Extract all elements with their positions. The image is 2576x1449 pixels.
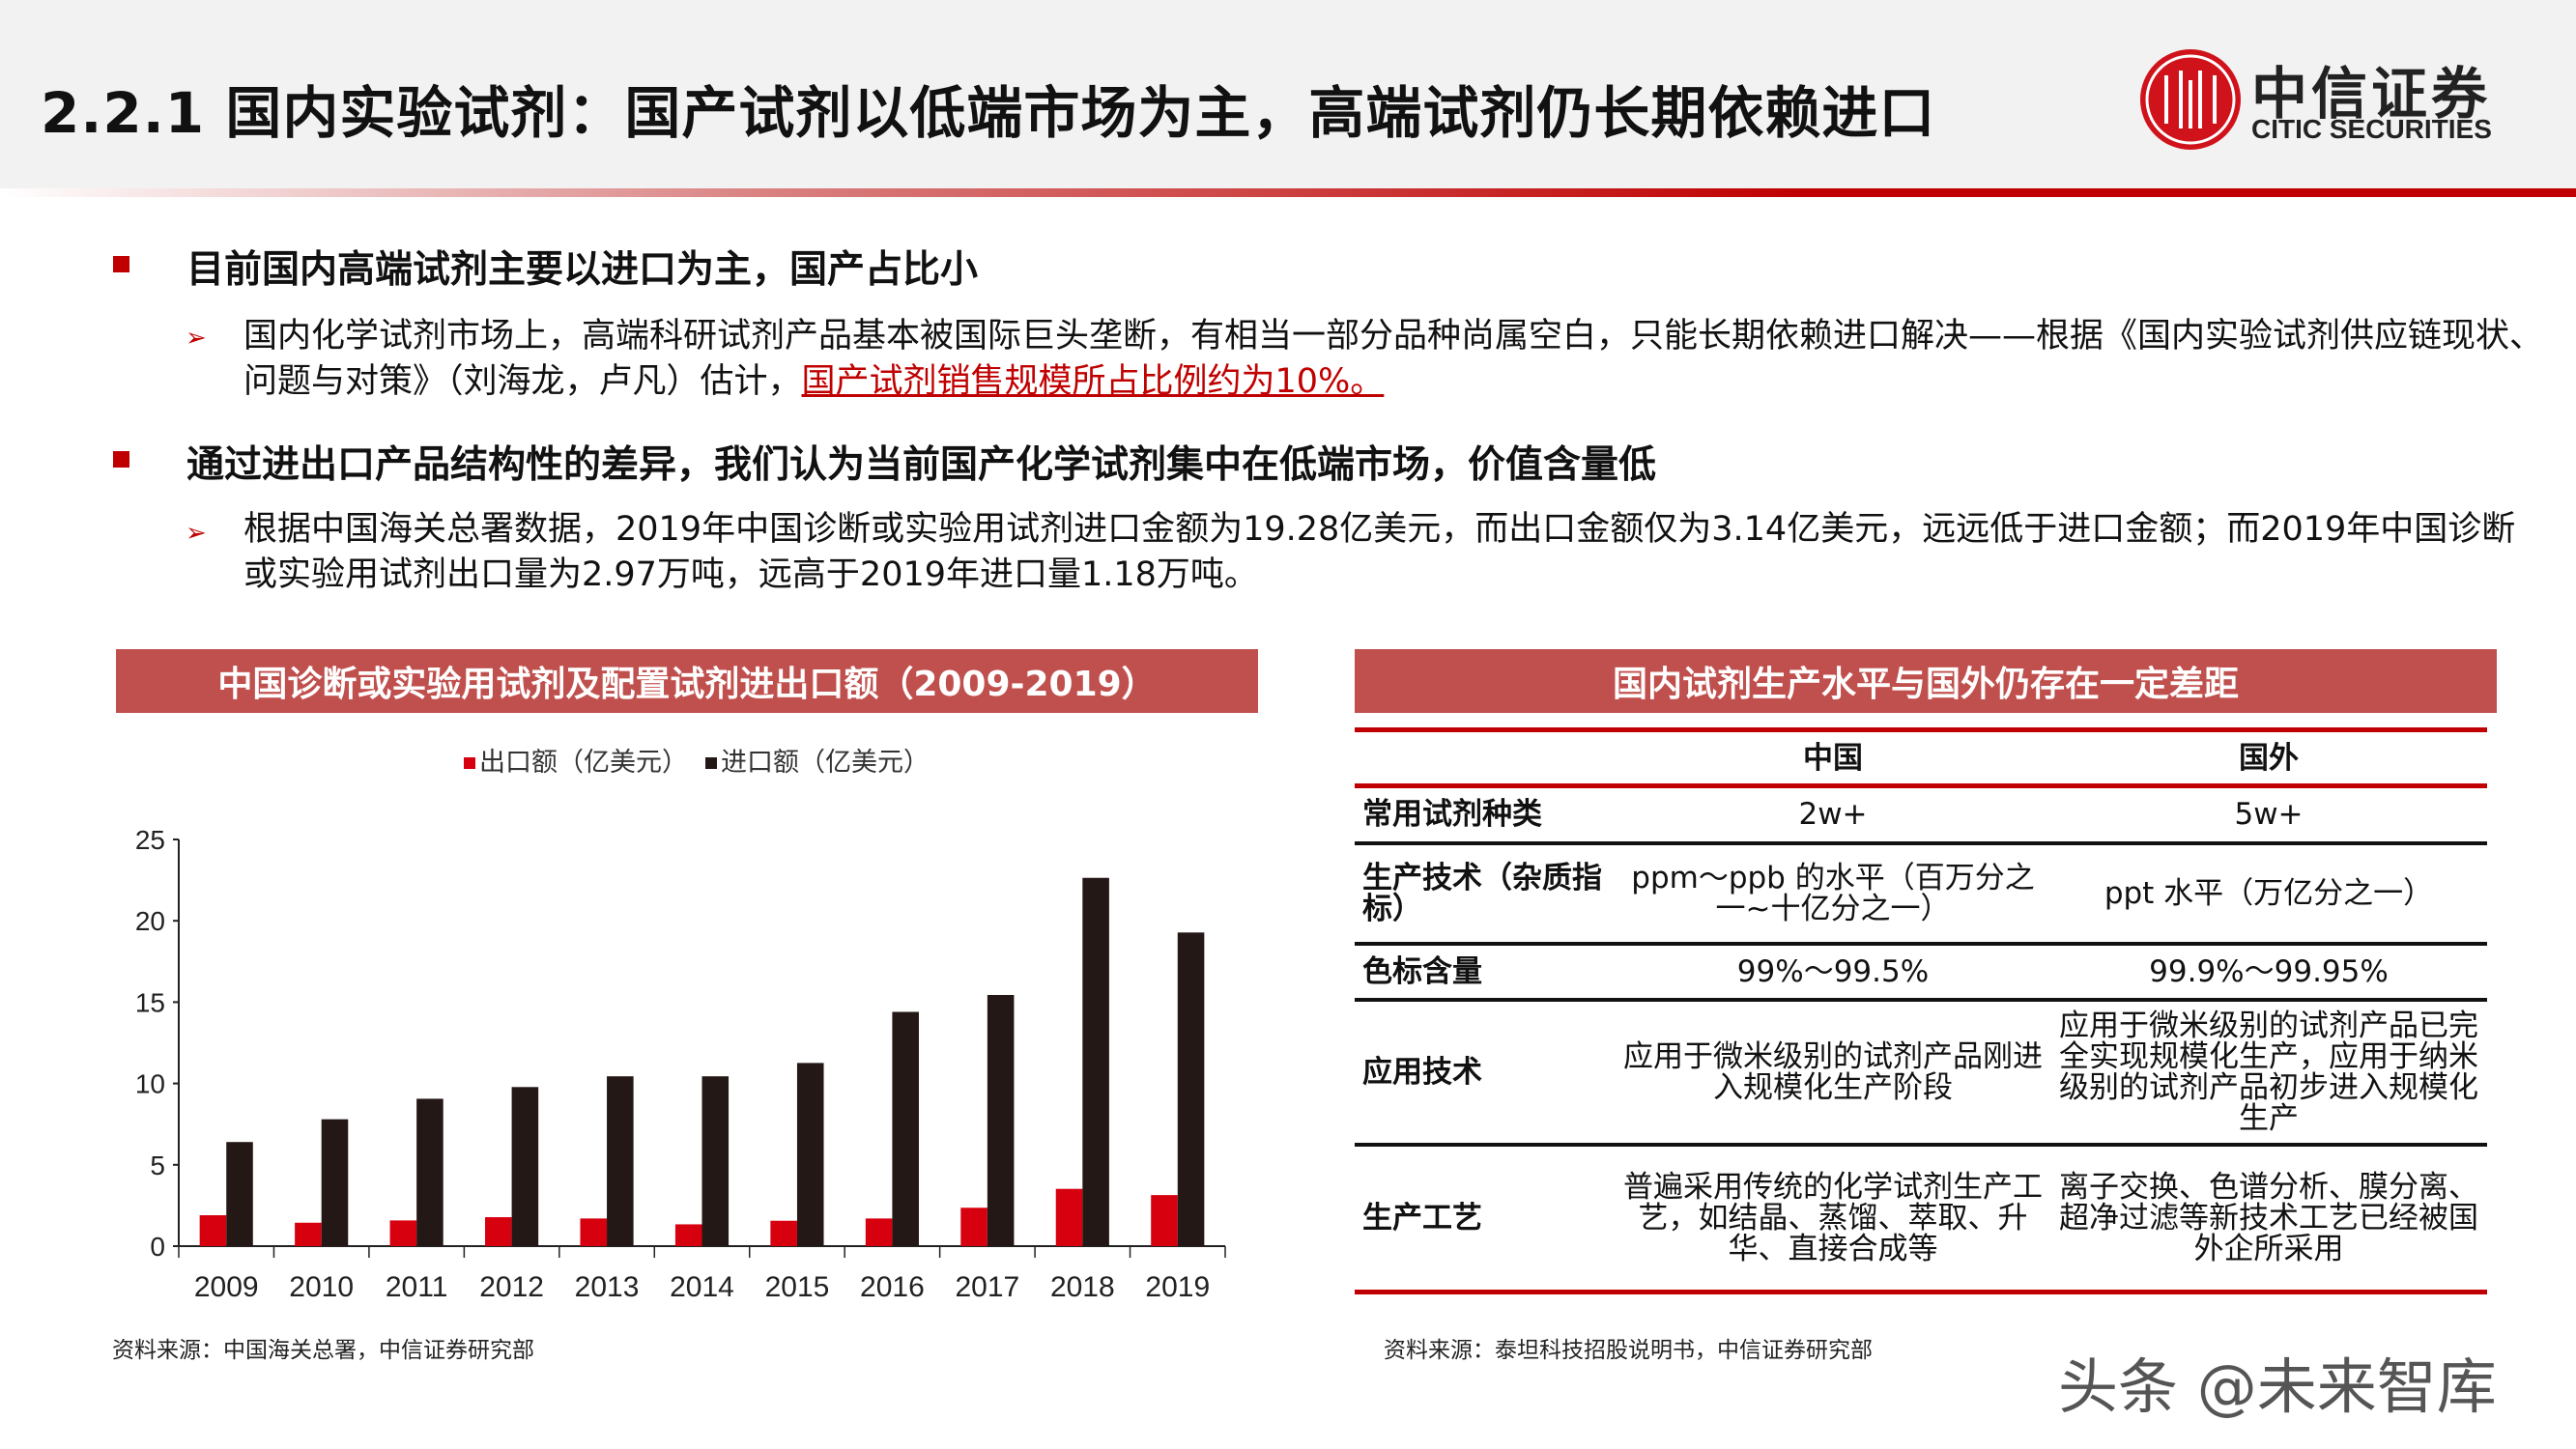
bar-import bbox=[321, 1119, 349, 1246]
x-tick-label: 2018 bbox=[1050, 1271, 1115, 1303]
table-header-row: 中国 国外 bbox=[1355, 729, 2487, 786]
y-tick-label: 5 bbox=[150, 1151, 165, 1180]
table-row: 生产工艺 普遍采用传统的化学试剂生产工艺，如结晶、蒸馏、萃取、升华、直接合成等 离子… bbox=[1355, 1145, 2487, 1293]
chart-title: 中国诊断或实验用试剂及配置试剂进出口额（2009-2019） bbox=[116, 649, 1258, 713]
table-cell: 离子交换、色谱分析、膜分离、超净过滤等新技术工艺已经被国外企所采用 bbox=[2059, 1169, 2478, 1266]
bar-export bbox=[295, 1222, 322, 1246]
row-header: 生产工艺 bbox=[1362, 1200, 1482, 1236]
bar-export bbox=[1151, 1195, 1178, 1246]
bar-import bbox=[987, 994, 1015, 1246]
page-title: 2.2.1 国内实验试剂：国产试剂以低端市场为主，高端试剂仍长期依赖进口 bbox=[41, 80, 1936, 146]
table-cell: 应用于微米级别的试剂产品刚进入规模化生产阶段 bbox=[1623, 1038, 2043, 1105]
bullet-text: 国内化学试剂市场上，高端科研试剂产品基本被国际巨头垄断，有相当一部分品种尚属空白… bbox=[243, 314, 2543, 405]
table-cell: 99.9%～99.95% bbox=[2149, 953, 2389, 989]
legend-swatch bbox=[705, 757, 717, 769]
bar-export bbox=[199, 1215, 227, 1246]
chart-source: 资料来源：中国海关总署，中信证券研究部 bbox=[112, 1338, 534, 1363]
table-row: 常用试剂种类 2w+ 5w+ bbox=[1355, 786, 2487, 843]
bar-import bbox=[892, 1011, 919, 1246]
x-tick-label: 2012 bbox=[479, 1271, 544, 1303]
row-header: 色标含量 bbox=[1362, 953, 1482, 989]
logo-text-en: CITIC SECURITIES bbox=[2251, 114, 2492, 144]
bar-export bbox=[485, 1217, 512, 1246]
table-source: 资料来源：泰坦科技招股说明书，中信证券研究部 bbox=[1384, 1338, 1873, 1363]
table-cell: 99%～99.5% bbox=[1736, 953, 1930, 989]
bar-export bbox=[389, 1220, 417, 1246]
bar-import bbox=[607, 1076, 634, 1246]
x-tick-label: 2010 bbox=[289, 1271, 354, 1303]
header-divider bbox=[0, 188, 2576, 197]
bar-chart: 出口额（亿美元） 进口额（亿美元） 0 5 10 15 20 25 2009 2010 2011 20… bbox=[135, 748, 1226, 1303]
logo-text-cn: 中信证券 bbox=[2251, 61, 2492, 127]
y-tick-label: 0 bbox=[150, 1232, 165, 1262]
arrow-bullet-icon: ➢ bbox=[186, 324, 207, 353]
bar-export bbox=[865, 1218, 893, 1246]
x-tick-label: 2011 bbox=[386, 1271, 448, 1303]
table-title: 国内试剂生产水平与国外仍存在一定差距 bbox=[1355, 649, 2497, 713]
table-cell: 应用于微米级别的试剂产品已完全实现规模化生产，应用于纳米级别的试剂产品初步进入规… bbox=[2059, 1008, 2478, 1136]
bar-import bbox=[226, 1142, 253, 1246]
bullet-heading: 通过进出口产品结构性的差异，我们认为当前国产化学试剂集中在低端市场，价值含量低 bbox=[186, 443, 1657, 487]
bar-export bbox=[1055, 1188, 1083, 1246]
bar-import bbox=[511, 1087, 539, 1246]
bullet-icon bbox=[113, 256, 129, 272]
x-tick-label: 2016 bbox=[860, 1271, 925, 1303]
table-cell: ppm～ppb 的水平（百万分之一~十亿分之一） bbox=[1631, 860, 2035, 926]
comparison-table: 中国 国外 常用试剂种类 2w+ 5w+ 生产技术（杂质指标） ppm～ppb 的水平（… bbox=[1355, 727, 2487, 1294]
bullet-heading: 目前国内高端试剂主要以进口为主，国产占比小 bbox=[186, 248, 979, 292]
watermark: 头条 @未来智库 bbox=[2058, 1351, 2497, 1422]
bullet-text: 根据中国海关总署数据，2019年中国诊断或实验用试剂进口金额为19.28亿美元，… bbox=[243, 510, 2516, 594]
column-header: 中国 bbox=[1803, 740, 1863, 776]
bar-import bbox=[1177, 932, 1205, 1246]
table-cell: ppt 水平（万亿分之一） bbox=[2104, 875, 2434, 911]
bullet-body: 国内化学试剂市场上，高端科研试剂产品基本被国际巨头垄断，有相当一部分品种尚属空白… bbox=[243, 317, 2544, 401]
table-cell: 5w+ bbox=[2234, 797, 2304, 833]
row-header: 应用技术 bbox=[1362, 1054, 1482, 1090]
bar-import bbox=[796, 1063, 824, 1246]
legend-label: 进口额（亿美元） bbox=[721, 748, 930, 778]
table-row: 色标含量 99%～99.5% 99.9%～99.95% bbox=[1355, 944, 2487, 1000]
bar-import bbox=[1082, 877, 1109, 1246]
x-tick-label: 2014 bbox=[670, 1271, 734, 1303]
y-tick-label: 15 bbox=[135, 987, 165, 1017]
highlight-text: 国产试剂销售规模所占比例约为10%。 bbox=[801, 362, 1385, 401]
row-header: 常用试剂种类 bbox=[1362, 797, 1542, 833]
bar-export bbox=[674, 1224, 702, 1246]
bar-export bbox=[770, 1220, 797, 1246]
x-tick-label: 2013 bbox=[575, 1271, 640, 1303]
bar-import bbox=[701, 1076, 730, 1246]
table-row: 生产技术（杂质指标） ppm～ppb 的水平（百万分之一~十亿分之一） ppt 水平… bbox=[1355, 843, 2487, 944]
y-tick-label: 20 bbox=[135, 906, 165, 936]
legend-swatch bbox=[464, 757, 475, 769]
column-header bbox=[1355, 730, 1616, 786]
bar-export bbox=[580, 1218, 608, 1246]
table-cell: 2w+ bbox=[1798, 797, 1868, 833]
column-header: 国外 bbox=[2239, 740, 2299, 776]
table-cell: 普遍采用传统的化学试剂生产工艺，如结晶、蒸馏、萃取、升华、直接合成等 bbox=[1623, 1169, 2043, 1266]
x-tick-label: 2015 bbox=[765, 1271, 830, 1303]
bullet-icon bbox=[113, 451, 129, 468]
x-tick-label: 2009 bbox=[194, 1271, 259, 1303]
x-tick-label: 2017 bbox=[955, 1271, 1019, 1303]
x-tick-label: 2019 bbox=[1145, 1271, 1210, 1303]
row-header: 生产技术（杂质指标） bbox=[1362, 860, 1602, 926]
bar-export bbox=[960, 1208, 987, 1246]
y-tick-label: 10 bbox=[135, 1069, 165, 1099]
table-row: 应用技术 应用于微米级别的试剂产品刚进入规模化生产阶段 应用于微米级别的试剂产品已完… bbox=[1355, 1000, 2487, 1145]
arrow-bullet-icon: ➢ bbox=[186, 519, 207, 548]
bar-import bbox=[416, 1098, 444, 1246]
citic-logo bbox=[2140, 49, 2241, 150]
y-tick-label: 25 bbox=[135, 825, 165, 855]
legend-label: 出口额（亿美元） bbox=[479, 748, 688, 778]
